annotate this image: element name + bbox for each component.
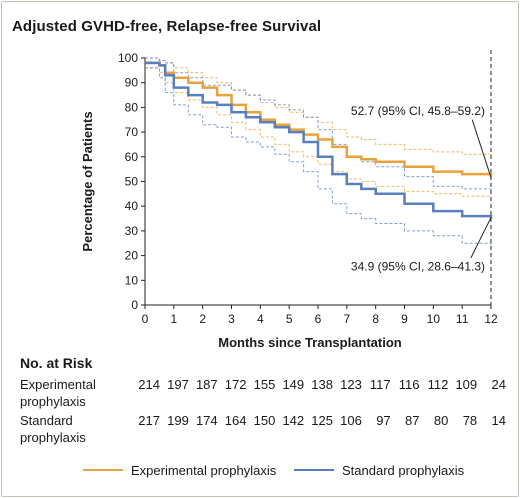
risk-table-cell: 217 — [138, 413, 160, 428]
confidence-band-layer — [145, 57, 492, 246]
risk-table-cell: 78 — [462, 413, 478, 428]
y-tick-label: 90 — [125, 76, 139, 90]
y-tick-label: 60 — [125, 150, 139, 164]
risk-row-label-line1: Experimental — [20, 377, 96, 392]
survival-lines-layer — [145, 61, 493, 219]
legend-label-standard: Standard prophylaxis — [342, 462, 465, 478]
risk-table-cell: 109 — [455, 377, 478, 392]
x-tick-label: 7 — [343, 312, 350, 326]
risk-table-cell: 125 — [311, 413, 333, 428]
legend-swatch-experimental — [83, 469, 123, 471]
risk-table-cell: 174 — [195, 413, 218, 428]
risk-table-cell: 123 — [340, 377, 362, 392]
experimental-survival-line — [145, 61, 493, 177]
risk-table-cell: 172 — [224, 377, 247, 392]
x-tick-label: 8 — [372, 312, 379, 326]
x-tick-label: 12 — [484, 312, 498, 326]
x-tick-label: 6 — [315, 312, 322, 326]
risk-table-cell: 199 — [167, 413, 189, 428]
x-tick-label: 11 — [456, 312, 469, 326]
x-tick-label: 5 — [286, 312, 293, 326]
y-tick-label: 70 — [125, 125, 139, 139]
y-tick-label: 80 — [125, 100, 139, 114]
risk-row-experimental-label: Experimental prophylaxis — [20, 376, 96, 410]
risk-table-cell: 138 — [311, 377, 333, 392]
standard-survival-line — [145, 61, 493, 219]
chart-title: Adjusted GVHD-free, Relapse-free Surviva… — [12, 18, 322, 35]
risk-table-cell: 164 — [224, 413, 247, 428]
risk-table-cell: 24 — [491, 377, 506, 392]
risk-table-cell: 117 — [369, 377, 391, 392]
legend-swatch-standard — [294, 469, 334, 471]
risk-table-cell: 149 — [282, 377, 305, 392]
x-tick-label: 2 — [199, 312, 206, 326]
annotation-layer: 52.7 (95% CI, 45.8–59.2) 34.9 (95% CI, 28… — [351, 104, 492, 273]
y-tick-label: 0 — [131, 298, 138, 312]
risk-table-cell: 155 — [253, 377, 276, 392]
x-tick-label: 9 — [401, 312, 408, 326]
y-tick-label: 100 — [118, 51, 138, 65]
risk-table-title: No. at Risk — [20, 355, 93, 371]
risk-table-cell: 197 — [167, 377, 189, 392]
annotation-leader-experimental — [471, 119, 492, 178]
risk-table-cell: 142 — [282, 413, 305, 428]
risk-table-cell: 112 — [427, 377, 449, 392]
x-tick-label: 1 — [170, 312, 177, 326]
risk-table-cell: 106 — [340, 413, 362, 428]
risk-table-cell: 187 — [195, 377, 218, 392]
standard-ci-lower-line — [145, 67, 492, 246]
risk-row-standard-label: Standard prophylaxis — [20, 412, 86, 446]
risk-table-cell: 116 — [398, 377, 420, 392]
experimental-ci-lower-line — [145, 67, 491, 197]
risk-table-cell: 150 — [253, 413, 276, 428]
risk-row-label-line2: prophylaxis — [20, 394, 86, 409]
risk-row-label-line2: prophylaxis — [20, 430, 86, 445]
x-tick-label: 0 — [142, 312, 149, 326]
risk-table-cell: 214 — [138, 377, 160, 392]
y-tick-label: 50 — [125, 175, 139, 189]
risk-row-label-line1: Standard — [20, 413, 73, 428]
annotation-leader-standard — [470, 217, 492, 259]
x-tick-label: 3 — [228, 312, 235, 326]
risk-table-cell: 87 — [405, 413, 420, 428]
legend-label-experimental: Experimental prophylaxis — [131, 462, 277, 478]
risk-table-cell: 97 — [376, 413, 391, 428]
y-tick-label: 10 — [125, 273, 139, 287]
x-tick-label: 4 — [257, 312, 264, 326]
annotation-experimental: 52.7 (95% CI, 45.8–59.2) — [351, 104, 485, 118]
y-axis-label: Percentage of Patients — [80, 111, 95, 251]
y-tick-label: 30 — [125, 224, 139, 238]
standard-ci-upper-line — [145, 57, 492, 192]
risk-table-cell: 14 — [491, 413, 506, 428]
x-tick-label: 10 — [427, 312, 441, 326]
y-tick-label: 40 — [125, 199, 139, 213]
legend-item-experimental: Experimental prophylaxis — [83, 462, 276, 478]
annotation-standard: 34.9 (95% CI, 28.6–41.3) — [351, 259, 485, 273]
risk-table-cell: 80 — [433, 413, 449, 428]
experimental-ci-upper-line — [145, 57, 492, 157]
y-tick-label: 20 — [125, 249, 139, 263]
x-axis-label: Months since Transplantation — [218, 335, 402, 350]
legend-item-standard: Standard prophylaxis — [294, 462, 464, 478]
